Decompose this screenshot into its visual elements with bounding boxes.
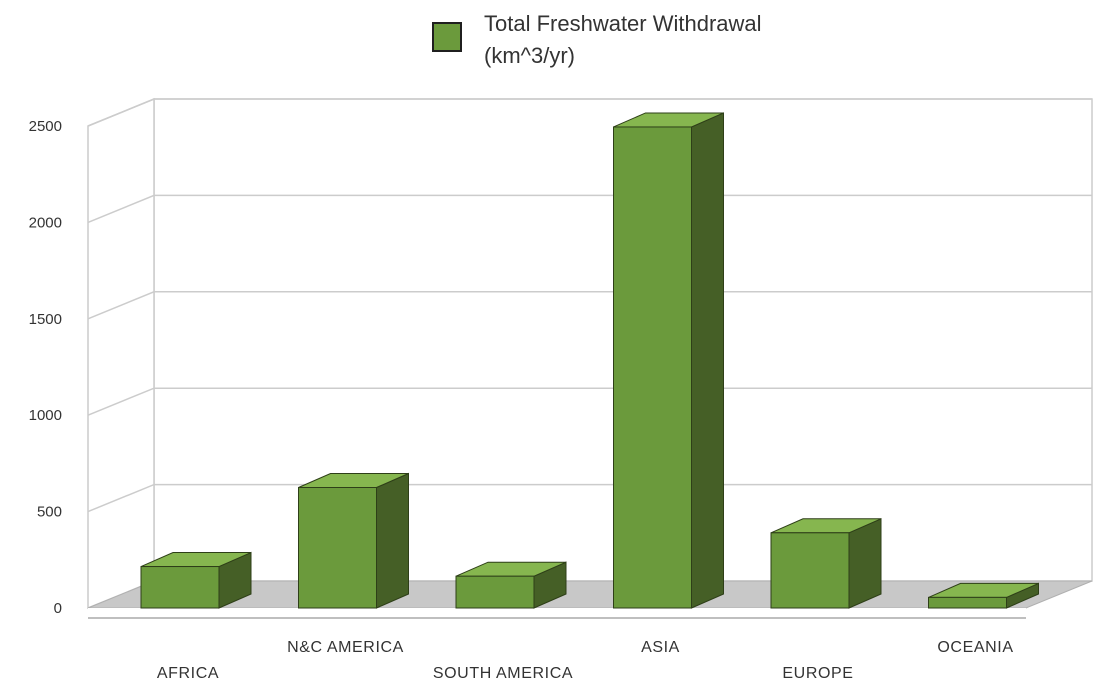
x-category-label: EUROPE xyxy=(782,665,853,681)
gridline xyxy=(87,483,1092,513)
bar-side xyxy=(376,472,409,609)
x-category-label: OCEANIA xyxy=(937,639,1013,656)
bar-side xyxy=(848,518,882,609)
gridline xyxy=(87,291,1092,320)
y-tick-label: 0 xyxy=(54,600,62,617)
x-category-label: ASIA xyxy=(641,639,680,656)
y-tick-label: 2500 xyxy=(29,118,62,135)
legend: Total Freshwater Withdrawal (km^3/yr) xyxy=(432,8,784,72)
y-tick-label: 1500 xyxy=(29,311,62,328)
bar xyxy=(140,566,220,609)
gridline xyxy=(87,387,1092,416)
legend-swatch xyxy=(432,22,462,52)
floor-front-edge xyxy=(88,608,1026,620)
bar xyxy=(928,596,1007,609)
y-tick-label: 2000 xyxy=(29,214,62,231)
bar-side xyxy=(691,112,724,609)
left-wall xyxy=(87,97,155,610)
y-tick-label: 1000 xyxy=(29,407,62,424)
x-category-label: SOUTH AMERICA xyxy=(433,665,573,681)
gridline xyxy=(87,194,1092,224)
x-category-label: AFRICA xyxy=(157,665,219,681)
y-tick-label: 500 xyxy=(37,504,62,521)
legend-label: Total Freshwater Withdrawal (km^3/yr) xyxy=(484,11,762,68)
x-category-label: N&C AMERICA xyxy=(287,639,404,656)
gridline xyxy=(87,98,1092,127)
bar xyxy=(298,487,377,609)
bar xyxy=(455,575,535,609)
bar xyxy=(613,126,692,609)
bar xyxy=(770,532,850,609)
